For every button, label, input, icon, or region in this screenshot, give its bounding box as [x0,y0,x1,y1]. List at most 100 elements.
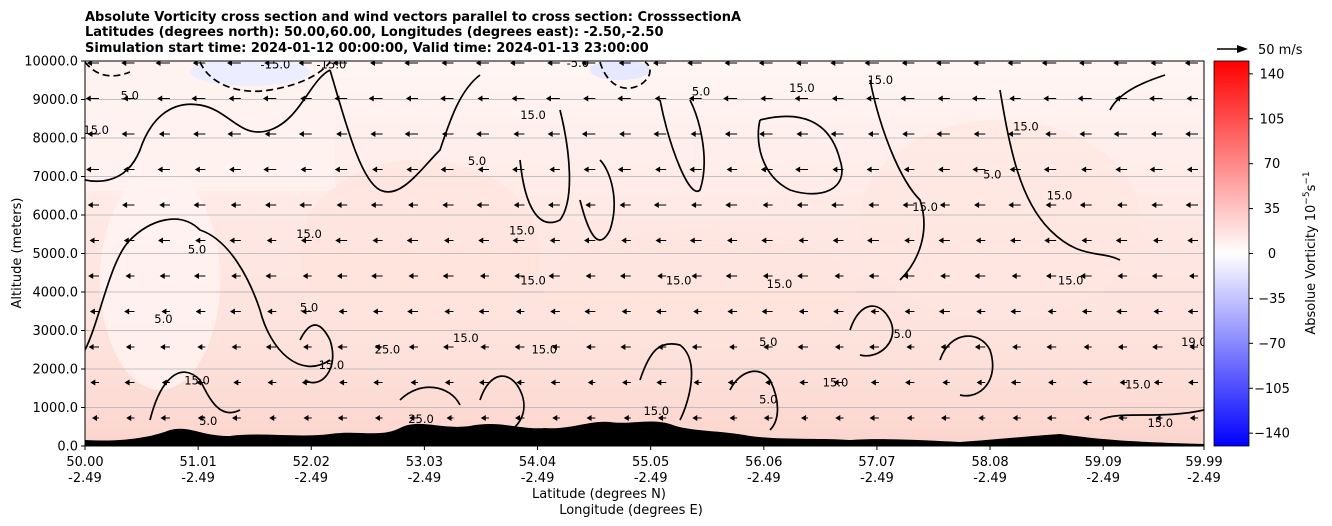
wind-vector-head [655,308,661,315]
wind-vector [581,61,596,66]
contour-line-negative [85,61,131,77]
wind-vector-head [336,202,342,208]
wind-vector [404,61,419,66]
wind-vector-head [477,95,483,102]
wind-vector-head [549,237,555,244]
wind-vector [160,415,170,421]
wind-vector-head [1011,273,1017,279]
wind-vector [550,379,560,386]
wind-vector [974,202,986,208]
wind-vector-head [1113,131,1119,137]
contour-line [329,69,481,193]
wind-vector [372,237,383,244]
wind-vector [835,415,844,421]
wind-vector-head [620,344,626,350]
wind-vector [157,166,170,173]
shade-patch [300,160,540,340]
wind-vector [197,415,206,421]
wind-vector-head [407,308,413,315]
wind-vector-head [1187,308,1193,315]
wind-vector-head [408,344,414,350]
wind-vector [335,237,348,244]
wind-vector-head [1153,379,1159,386]
wind-vector-head [87,61,92,66]
contour-label: 5.0 [199,414,217,428]
wind-vector-head [269,415,275,421]
wind-vector-head [160,344,166,350]
wind-vector [729,415,738,421]
y-tick-label: 9000.0 [33,93,79,108]
wind-vector [976,379,986,386]
wind-vector-head [762,202,768,208]
wind-vector-head [548,202,554,208]
wind-vector [1150,61,1163,66]
wind-vector-head [581,61,587,66]
wind-vector [581,131,596,137]
wind-vector [157,95,170,102]
wind-vector [124,379,135,386]
x-axis: 50.00-2.4951.01-2.4952.02-2.4953.03-2.49… [66,446,1223,486]
wind-vector-head [729,344,735,350]
contour-label: -15.0 [317,58,347,72]
wind-vector-head [372,237,378,244]
wind-vector-head [906,415,912,421]
wind-vector [334,95,348,102]
wind-vector [477,95,489,102]
wind-vector [232,415,241,421]
wind-vector [511,95,525,102]
wind-vector-head [124,379,130,386]
wind-vector [690,131,702,137]
wind-vector-head [193,131,199,137]
x-tick-label-longitude: -2.49 [1086,471,1120,486]
wind-vector-head [197,344,203,350]
wind-vector-head [617,95,623,102]
wind-vector-head [1118,415,1124,421]
horizontal-gridlines [85,61,1204,446]
y-tick-label: 6000.0 [33,209,79,224]
wind-vector-head [1081,166,1087,173]
wind-vector [798,308,809,315]
wind-vector-head [1045,202,1051,208]
wind-vector [193,202,206,208]
wind-vector [1153,237,1163,244]
wind-vector-head [976,379,982,386]
wind-vector [1153,379,1163,386]
wind-vector-head [440,166,446,173]
wind-vector [1153,308,1163,315]
wind-vector-head [1083,344,1089,350]
contour-label: 15.0 [184,373,210,387]
wind-vector-head [867,131,873,137]
wind-vector-head [688,95,694,102]
wind-vector [1117,202,1128,208]
wind-vector-head [1008,202,1014,208]
wind-vector [795,166,809,173]
wind-vector [864,61,879,66]
wind-vector [900,95,915,102]
wind-vector [940,273,950,279]
wind-vector [691,273,702,279]
wind-vector [545,95,560,102]
wind-vector-head [621,237,627,244]
wind-vector-head [938,237,944,244]
y-tick-label: 5000.0 [33,247,79,262]
wind-vector [513,131,525,137]
wind-vector [160,344,170,350]
wind-vector-head [512,166,518,173]
wind-vector [971,95,986,102]
wind-vector [87,131,99,137]
wind-vector [1012,415,1021,421]
wind-vector-head [869,344,875,350]
wind-vector-head [693,379,699,386]
wind-vector-head [905,379,911,386]
wind-vector-head [1048,379,1054,386]
wind-vector-head [901,61,907,66]
contour-label: 15.0 [767,277,793,291]
y-tick-label: 0.0 [57,440,78,455]
wind-vector [587,379,596,386]
wind-vector-head [618,61,624,66]
wind-vector [336,273,348,279]
wind-vector [338,308,348,315]
wind-vector-head [232,415,238,421]
wind-vector [406,166,419,173]
wind-vector [1012,344,1021,350]
